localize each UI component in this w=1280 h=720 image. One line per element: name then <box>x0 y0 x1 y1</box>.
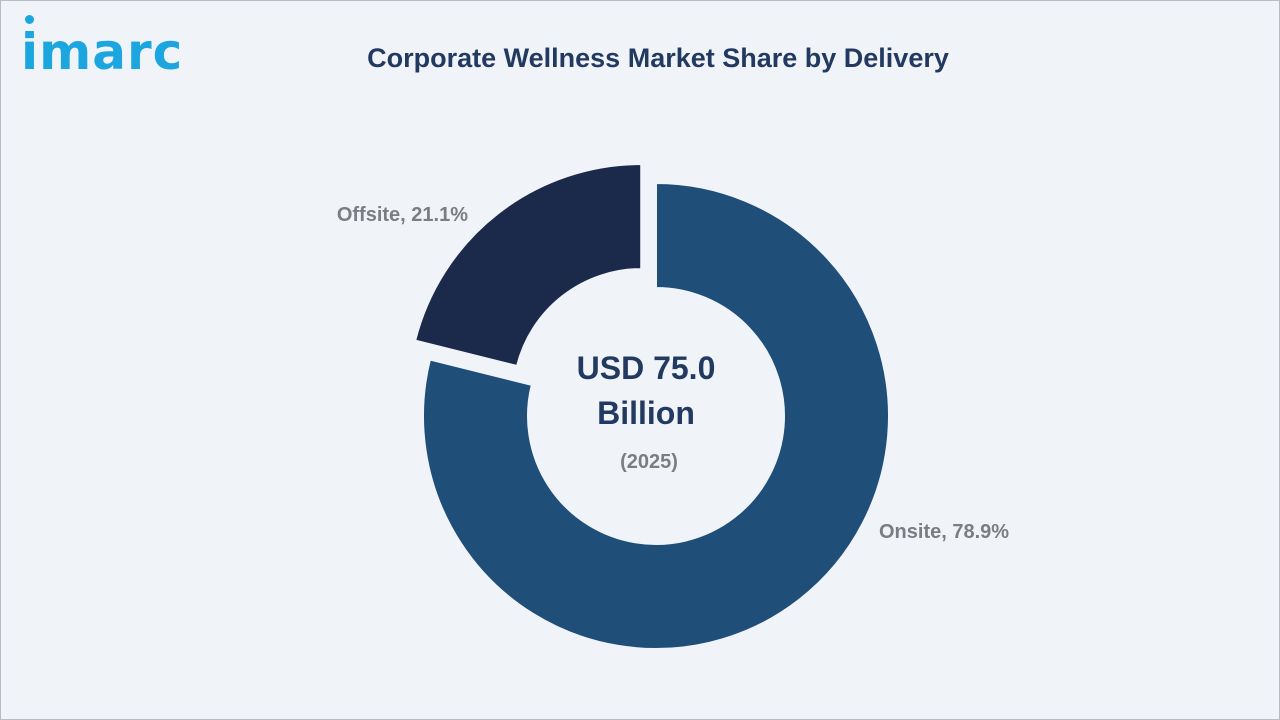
label-offsite: Offsite, 21.1% <box>337 204 468 226</box>
center-year: (2025) <box>620 451 678 473</box>
slice-offsite <box>413 163 643 368</box>
label-onsite: Onsite, 78.9% <box>879 521 1009 543</box>
logo-text: imarc <box>21 23 184 81</box>
center-unit: Billion <box>597 395 695 431</box>
center-value: USD 75.0 <box>577 350 716 386</box>
slice-onsite <box>422 181 890 650</box>
chart-title: Corporate Wellness Market Share by Deliv… <box>367 43 949 73</box>
logo-dot <box>25 15 34 24</box>
imarc-logo: imarc <box>21 15 211 85</box>
donut-slices <box>413 163 890 650</box>
